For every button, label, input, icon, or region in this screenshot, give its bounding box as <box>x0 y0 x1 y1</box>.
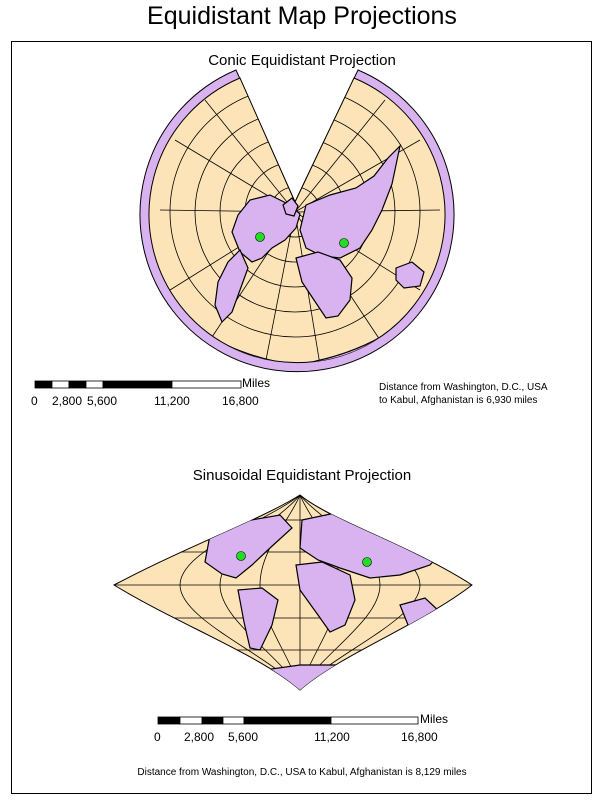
kabul-point <box>339 238 349 248</box>
conic-map-title: Conic Equidistant Projection <box>208 52 396 69</box>
kabul-point-sinusoidal <box>362 557 372 567</box>
sinusoidal-map <box>112 494 473 691</box>
page-title: Equidistant Map Projections <box>147 2 457 30</box>
sinusoidal-distance-note: Distance from Washington, D.C., USA to K… <box>137 767 467 778</box>
conic-scale-unit: Miles <box>242 376 271 390</box>
sinusoidal-scale-tick-0: 0 <box>154 730 161 744</box>
conic-scale-tick-1: 2,800 <box>52 394 83 408</box>
washington-point <box>255 232 265 242</box>
sinusoidal-scale-tick-3: 11,200 <box>314 730 350 744</box>
conic-distance-note-line2: to Kabul, Afghanistan is 6,930 miles <box>379 395 538 406</box>
sinusoidal-scale-tick-1: 2,800 <box>184 730 215 744</box>
conic-scale-tick-2: 5,600 <box>87 394 118 408</box>
sinusoidal-scale-bar <box>157 716 419 725</box>
washington-point-sinusoidal <box>236 551 246 561</box>
sinusoidal-map-title: Sinusoidal Equidistant Projection <box>192 467 412 484</box>
conic-scale-tick-0: 0 <box>31 394 38 408</box>
conic-scale-bar <box>34 380 242 389</box>
sinusoidal-scale-tick-2: 5,600 <box>228 730 259 744</box>
sinusoidal-scale-tick-4: 16,800 <box>401 730 438 744</box>
conic-map <box>139 69 455 373</box>
sinusoidal-scale-unit: Miles <box>420 712 449 726</box>
map-frame <box>11 41 592 794</box>
conic-scale-tick-4: 16,800 <box>222 394 259 408</box>
conic-distance-note: Distance from Washington, D.C., USA to K… <box>379 381 548 407</box>
conic-scale-tick-3: 11,200 <box>154 394 190 408</box>
conic-distance-note-line1: Distance from Washington, D.C., USA <box>379 382 548 393</box>
sinusoidal-land <box>204 511 446 690</box>
